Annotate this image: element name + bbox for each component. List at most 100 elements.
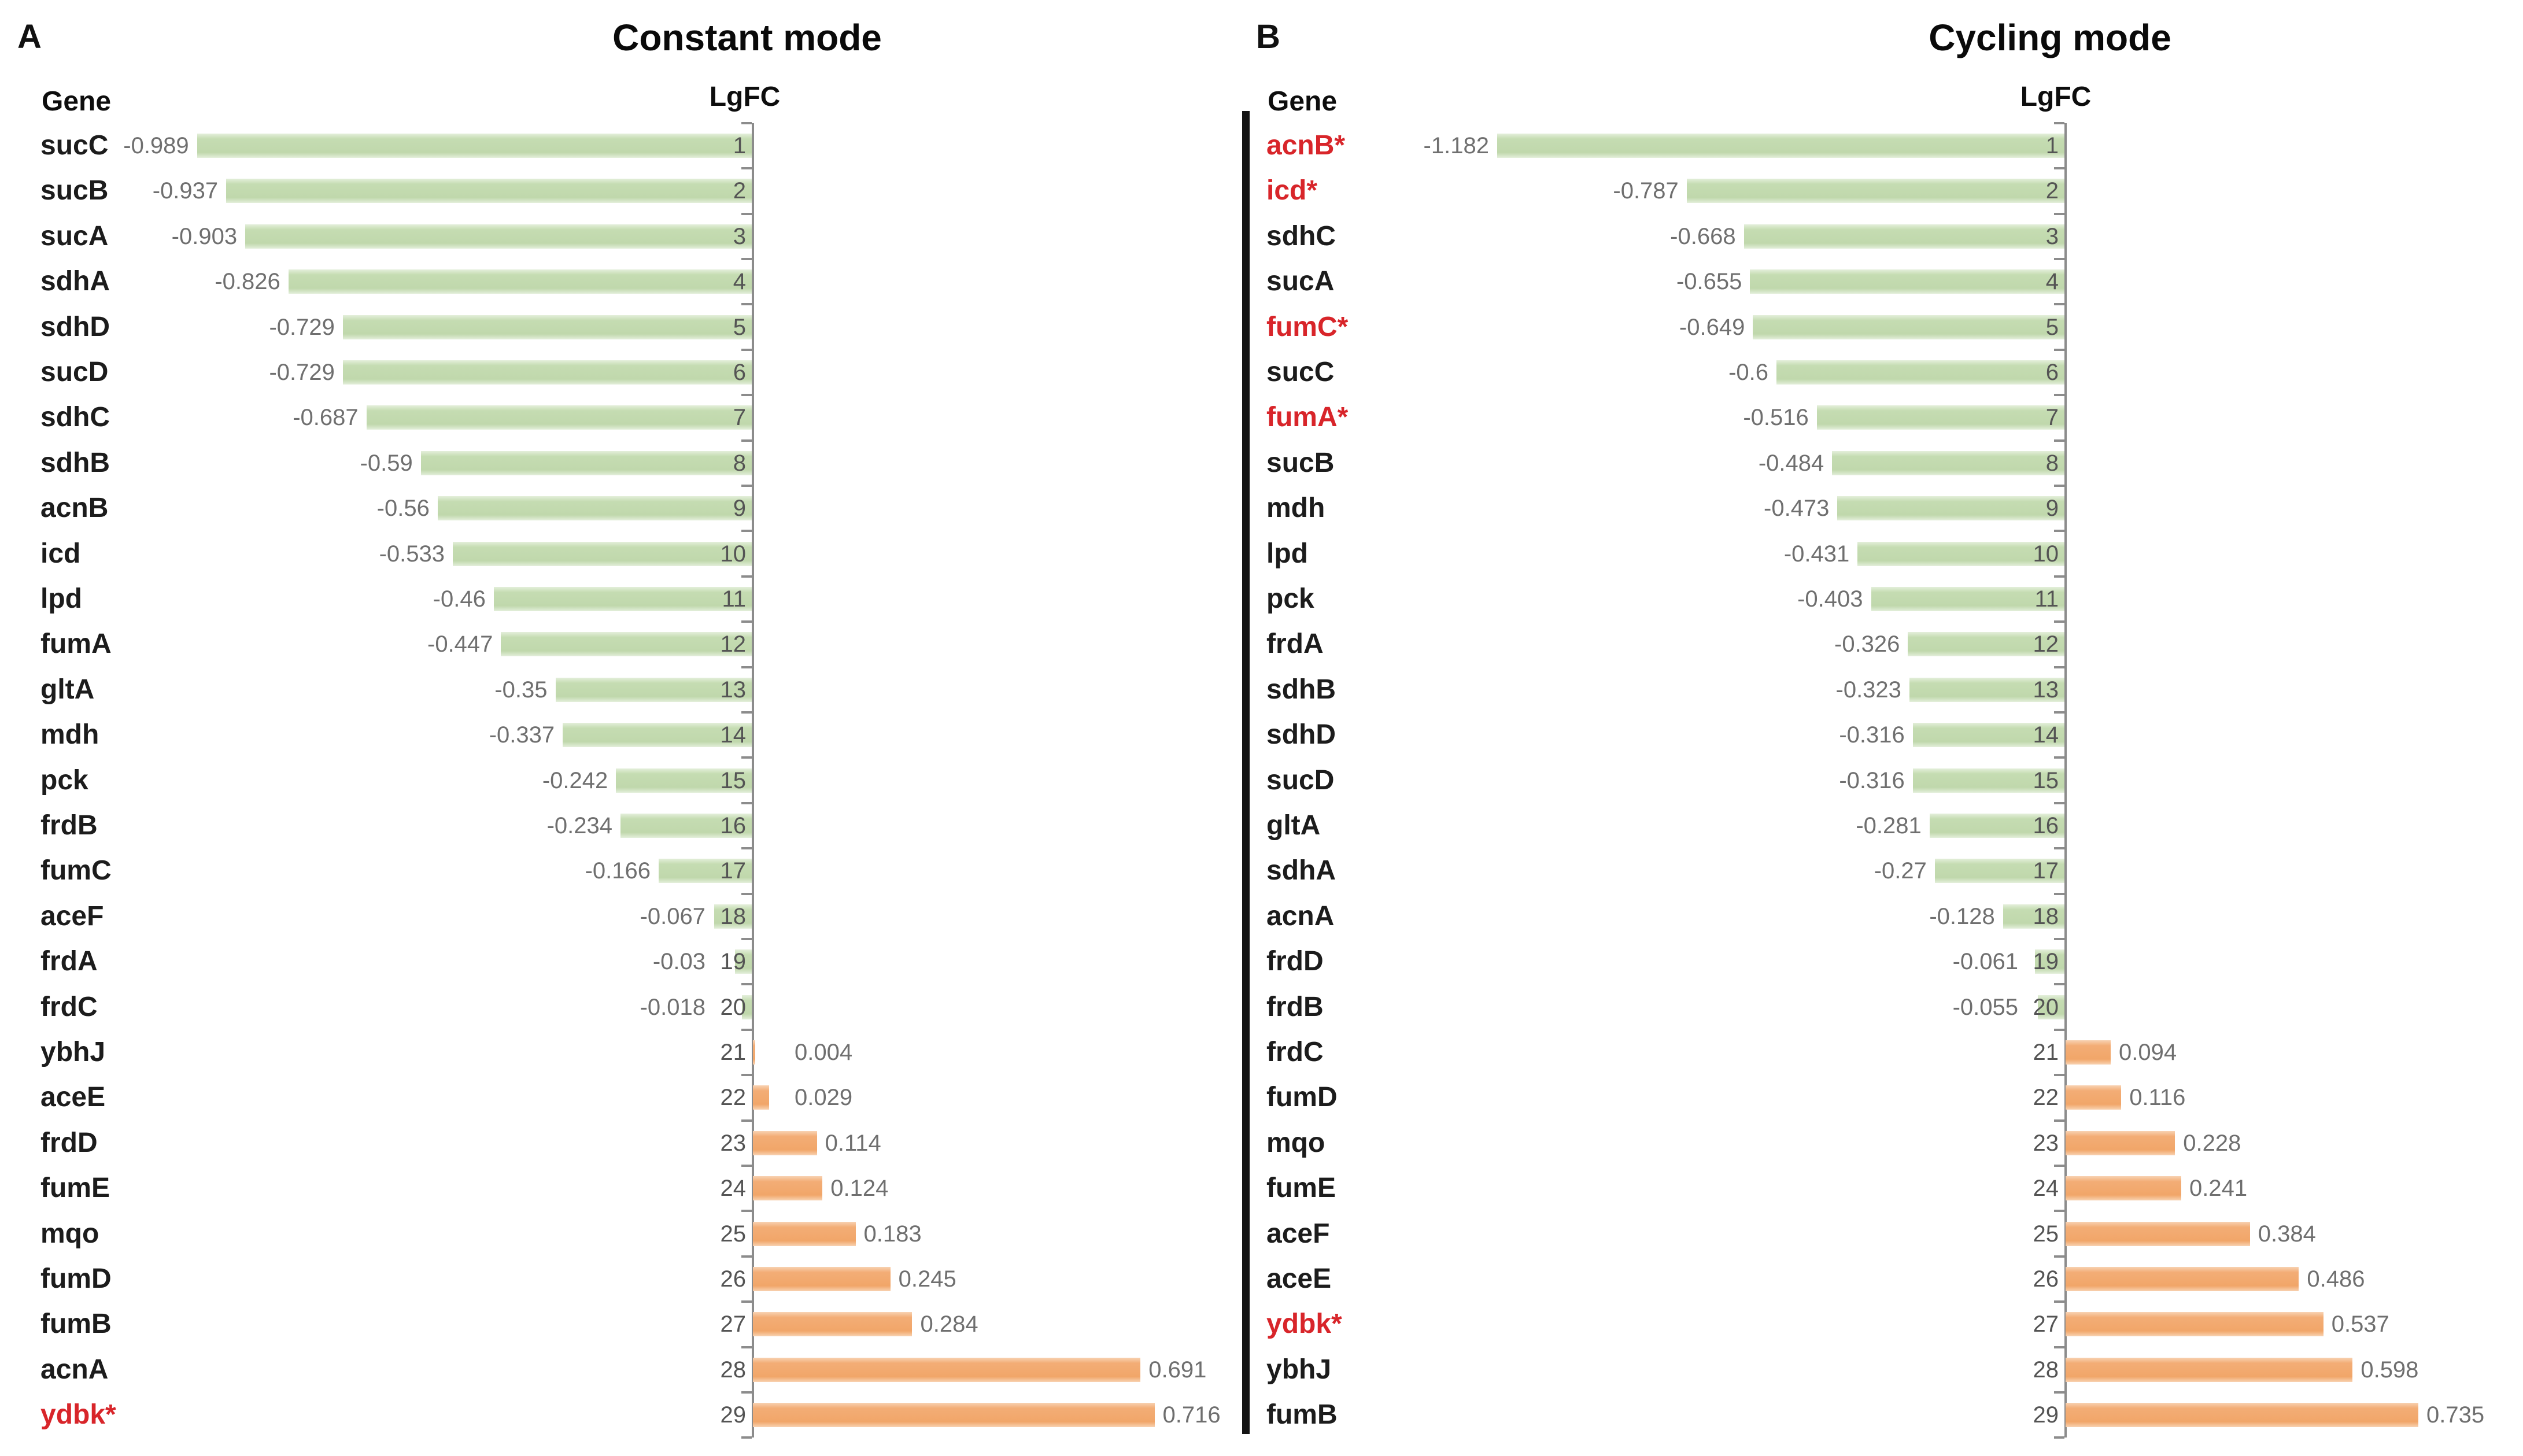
value-label: 0.228: [2183, 1130, 2241, 1156]
panel-a-gene-header: Gene: [42, 86, 112, 117]
axis-tick: [2054, 485, 2064, 487]
axis-tick: [741, 348, 752, 351]
value-label: -0.403: [1797, 586, 1863, 612]
value-label: 0.384: [2258, 1221, 2316, 1247]
axis-tick: [741, 1391, 752, 1394]
gene-label: pck: [40, 764, 88, 796]
bar-positive: [2066, 1176, 2182, 1201]
bar-negative: [741, 995, 752, 1019]
bar-negative: [620, 814, 752, 838]
gene-label: sucD: [40, 357, 109, 387]
axis-line: [2064, 123, 2067, 1438]
value-label: 0.537: [2331, 1311, 2389, 1337]
value-label: -0.067: [640, 903, 705, 929]
value-label: -0.03: [652, 949, 705, 975]
gene-label: frdD: [40, 1127, 98, 1158]
axis-tick: [2054, 530, 2064, 533]
rank-label: 27: [2033, 1311, 2059, 1337]
axis-tick: [741, 938, 752, 940]
axis-tick: [2054, 756, 2064, 759]
bar-negative: [1776, 360, 2064, 385]
bar-negative: [1816, 405, 2064, 430]
value-label: -0.061: [1952, 949, 2018, 975]
bar-positive: [753, 1176, 823, 1201]
gene-label: ybhJ: [1266, 1354, 1332, 1385]
gene-label: fumA: [40, 629, 112, 660]
axis-tick: [2054, 938, 2064, 940]
panel-a-title: Constant mode: [612, 17, 882, 58]
bar-positive: [2066, 1221, 2250, 1246]
gene-label: lpd: [1266, 538, 1308, 569]
axis-tick: [2054, 847, 2064, 850]
gene-label: mqo: [40, 1218, 99, 1249]
gene-label: frdA: [1266, 629, 1324, 660]
gene-label: fumC: [40, 855, 112, 886]
gene-label: frdD: [1266, 946, 1324, 977]
value-label: -0.323: [1835, 677, 1901, 703]
axis-tick: [741, 1074, 752, 1077]
value-label: 0.486: [2307, 1266, 2365, 1292]
bar-positive: [2066, 1267, 2299, 1291]
gene-label: fumB: [40, 1309, 112, 1340]
gene-label: icd: [40, 538, 81, 569]
axis-tick: [2054, 1119, 2064, 1122]
axis-tick: [2054, 892, 2064, 895]
gene-label: sdhD: [1266, 719, 1336, 751]
rank-label: 20: [2033, 994, 2059, 1020]
gene-label: sucC: [1266, 357, 1335, 387]
axis-tick: [2054, 1346, 2064, 1348]
bar-negative: [2038, 995, 2064, 1019]
rank-label: 29: [720, 1402, 747, 1428]
axis-tick: [2054, 983, 2064, 986]
gene-label: fumD: [40, 1263, 112, 1294]
value-label: -0.56: [376, 496, 430, 522]
value-label: -0.27: [1874, 858, 1927, 884]
axis-tick: [2054, 1165, 2064, 1167]
value-label: -0.46: [433, 586, 486, 612]
value-label: 0.029: [795, 1085, 853, 1111]
axis-tick: [741, 258, 752, 260]
gene-label: acnB: [40, 493, 109, 524]
gene-label: mqo: [1266, 1127, 1325, 1158]
bar-negative: [1750, 269, 2064, 294]
rank-label: 19: [2033, 949, 2059, 975]
axis-tick: [741, 1119, 752, 1122]
bar-negative: [342, 315, 752, 339]
bar-negative: [1837, 496, 2064, 521]
bar-positive: [753, 1130, 817, 1155]
rank-label: 13: [720, 677, 747, 703]
gene-label: aceF: [1266, 1218, 1330, 1249]
gene-label: ybhJ: [40, 1037, 106, 1067]
gene-label: acnA: [40, 1354, 109, 1385]
rank-label: 3: [733, 223, 746, 249]
axis-tick: [2054, 303, 2064, 306]
value-label: 0.735: [2426, 1402, 2485, 1428]
gene-label: ydbk*: [1266, 1309, 1342, 1340]
panel-b-letter: B: [1256, 18, 1280, 56]
axis-tick: [741, 1346, 752, 1348]
bar-negative: [616, 768, 752, 793]
rank-label: 7: [2045, 405, 2059, 431]
value-label: 0.284: [920, 1311, 978, 1337]
gene-label: sdhC: [1266, 220, 1336, 252]
bar-positive: [753, 1267, 891, 1291]
rank-label: 16: [2033, 813, 2059, 838]
axis-tick: [2054, 711, 2064, 714]
gene-label: acnB*: [1266, 130, 1346, 161]
bar-negative: [734, 949, 752, 974]
value-label: -0.533: [379, 541, 445, 567]
value-label: -0.655: [1676, 269, 1742, 295]
bar-negative: [1912, 768, 2064, 793]
rank-label: 10: [720, 541, 747, 567]
bar-negative: [1871, 587, 2064, 611]
rank-label: 18: [720, 903, 747, 929]
bar-negative: [1908, 632, 2064, 657]
rank-label: 19: [720, 949, 747, 975]
gene-label: fumC*: [1266, 311, 1349, 342]
bar-positive: [753, 1040, 755, 1065]
value-label: -1.182: [1423, 133, 1489, 158]
gene-label: aceE: [1266, 1263, 1332, 1294]
axis-tick: [2054, 121, 2064, 124]
bar-negative: [1686, 179, 2064, 204]
bar-negative: [1929, 814, 2064, 838]
